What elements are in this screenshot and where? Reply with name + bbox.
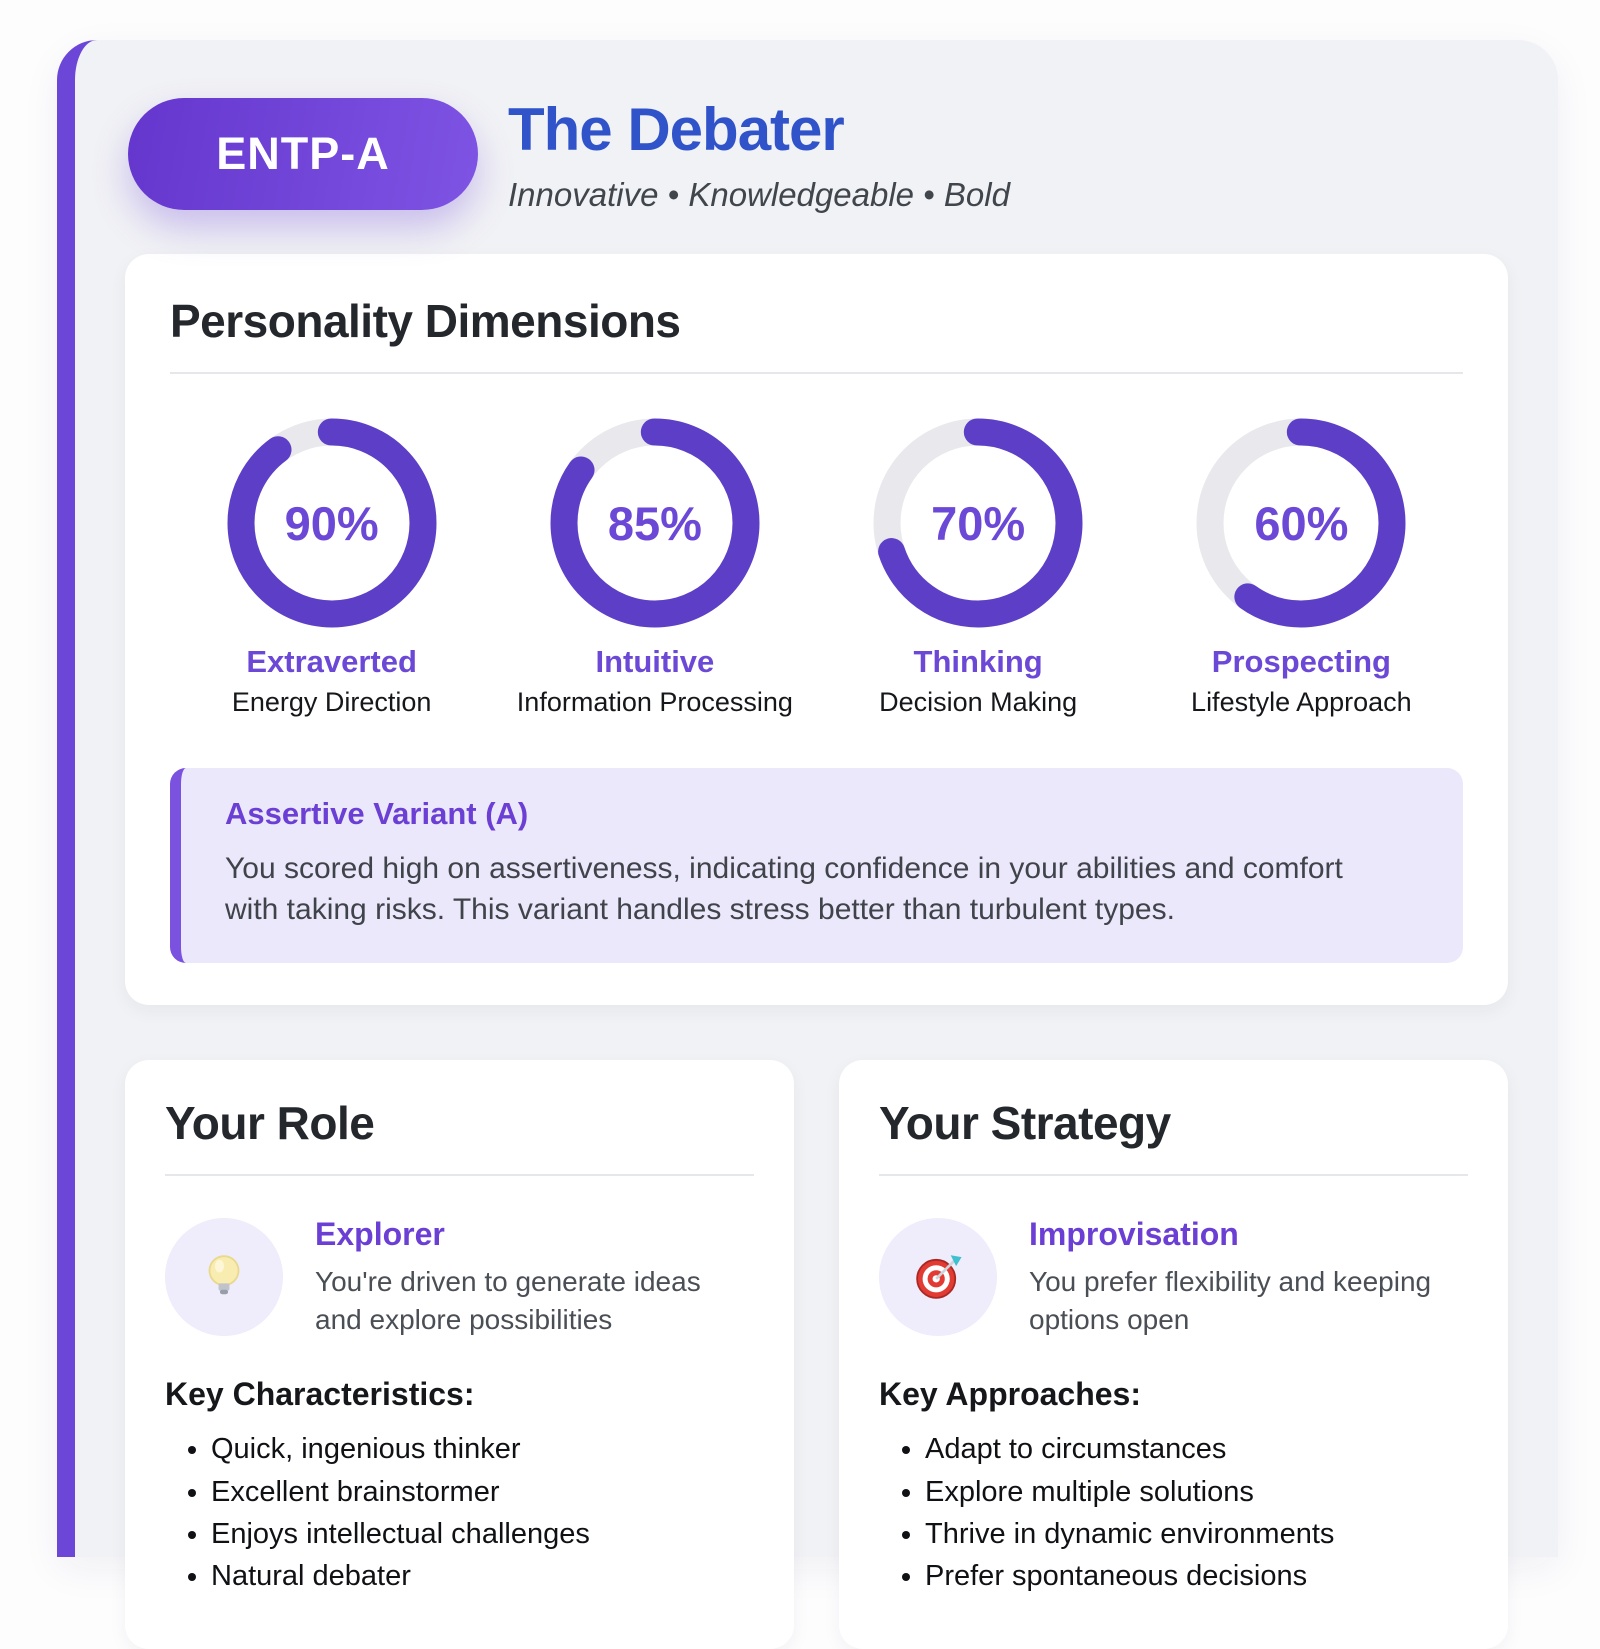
dimension-ring: 90% bbox=[227, 418, 437, 628]
lightbulb-icon bbox=[208, 1255, 240, 1295]
dimension-gauge: 90% Extraverted Energy Direction bbox=[170, 418, 493, 718]
dimension-gauge: 60% Prospecting Lifestyle Approach bbox=[1140, 418, 1463, 718]
dimension-gauge: 85% Intuitive Information Processing bbox=[493, 418, 816, 718]
dimension-label: Extraverted bbox=[246, 644, 417, 679]
bottom-cards-row: Your Role Explorer You're driven to gene… bbox=[125, 1059, 1508, 1649]
list-item: Excellent brainstormer bbox=[211, 1476, 754, 1509]
header: ENTP-A The Debater Innovative • Knowledg… bbox=[75, 40, 1558, 214]
list-item: Adapt to circumstances bbox=[925, 1433, 1468, 1466]
dimension-percent: 85% bbox=[607, 496, 702, 550]
target-icon bbox=[916, 1255, 962, 1299]
personality-type-badge: ENTP-A bbox=[128, 98, 478, 210]
dimension-ring: 60% bbox=[1196, 418, 1406, 628]
dimension-percent: 70% bbox=[931, 496, 1026, 550]
role-list: Quick, ingenious thinker Excellent brains… bbox=[165, 1433, 754, 1593]
your-strategy-card: Your Strategy Improvisation You prefer bbox=[839, 1059, 1508, 1649]
list-item: Thrive in dynamic environments bbox=[925, 1518, 1468, 1551]
your-role-card: Your Role Explorer You're driven to gene… bbox=[125, 1059, 794, 1649]
role-feature-text: Explorer You're driven to generate ideas… bbox=[315, 1216, 754, 1339]
list-item: Quick, ingenious thinker bbox=[211, 1433, 754, 1466]
list-item: Explore multiple solutions bbox=[925, 1476, 1468, 1509]
dimension-percent: 60% bbox=[1254, 496, 1349, 550]
dimension-sublabel: Energy Direction bbox=[231, 687, 432, 717]
page-subtitle: Innovative • Knowledgeable • Bold bbox=[508, 176, 1010, 213]
dimension-percent: 90% bbox=[284, 496, 379, 550]
assertive-variant-callout: Assertive Variant (A) You scored high on… bbox=[170, 768, 1463, 963]
section-divider bbox=[170, 372, 1463, 374]
strategy-feature: Improvisation You prefer flexibility and… bbox=[879, 1216, 1468, 1339]
section-title-dimensions: Personality Dimensions bbox=[170, 295, 681, 347]
strategy-description: You prefer flexibility and keeping optio… bbox=[1029, 1265, 1432, 1335]
dimension-label: Prospecting bbox=[1211, 644, 1391, 679]
dimension-gauge: 70% Thinking Decision Making bbox=[817, 418, 1140, 718]
list-item: Prefer spontaneous decisions bbox=[925, 1560, 1468, 1593]
dimension-sublabel: Lifestyle Approach bbox=[1191, 687, 1412, 717]
role-list-title: Key Characteristics: bbox=[165, 1376, 475, 1413]
role-feature: Explorer You're driven to generate ideas… bbox=[165, 1216, 754, 1339]
list-item: Natural debater bbox=[211, 1560, 754, 1593]
dimension-ring: 85% bbox=[550, 418, 760, 628]
strategy-list: Adapt to circumstances Explore multiple s… bbox=[879, 1433, 1468, 1593]
dimension-ring: 70% bbox=[873, 418, 1083, 628]
dimension-label: Thinking bbox=[913, 644, 1043, 679]
dimension-sublabel: Information Processing bbox=[516, 687, 793, 717]
dimension-sublabel: Decision Making bbox=[879, 687, 1078, 717]
personality-dimensions-card: Personality Dimensions 90% Extraverted E… bbox=[125, 254, 1508, 1005]
role-description: You're driven to generate ideas and expl… bbox=[315, 1265, 701, 1335]
strategy-list-title: Key Approaches: bbox=[879, 1376, 1141, 1413]
dimension-row: 90% Extraverted Energy Direction 85% Int… bbox=[170, 418, 1463, 718]
page-title: The Debater bbox=[508, 96, 845, 163]
section-title-strategy: Your Strategy bbox=[879, 1096, 1171, 1149]
strategy-name: Improvisation bbox=[1029, 1215, 1239, 1252]
variant-description: You scored high on assertiveness, indica… bbox=[225, 852, 1343, 927]
strategy-icon-circle bbox=[879, 1218, 997, 1337]
section-title-role: Your Role bbox=[165, 1096, 375, 1149]
section-divider bbox=[879, 1173, 1468, 1176]
list-item: Enjoys intellectual challenges bbox=[211, 1518, 754, 1551]
role-icon-circle bbox=[165, 1218, 283, 1337]
role-name: Explorer bbox=[315, 1215, 445, 1252]
variant-title: Assertive Variant (A) bbox=[225, 796, 529, 831]
header-text: The Debater Innovative • Knowledgeable •… bbox=[508, 98, 1010, 214]
dimension-label: Intuitive bbox=[595, 644, 715, 679]
section-divider bbox=[165, 1173, 754, 1176]
strategy-feature-text: Improvisation You prefer flexibility and… bbox=[1029, 1216, 1468, 1339]
result-panel: ENTP-A The Debater Innovative • Knowledg… bbox=[57, 40, 1558, 1649]
